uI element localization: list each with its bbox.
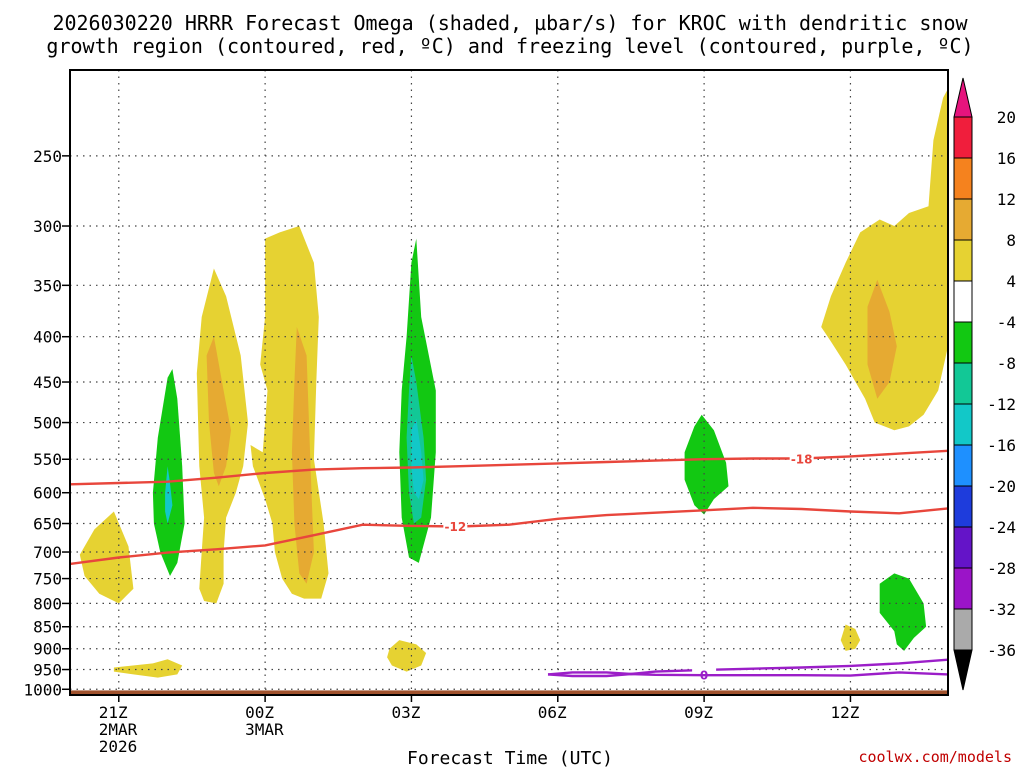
colorbar-swatch — [953, 485, 973, 528]
omega-region-7 — [291, 327, 314, 584]
y-tick-label: 1000 — [23, 680, 62, 699]
y-tick-label: 300 — [33, 217, 62, 236]
y-tick-label: 700 — [33, 543, 62, 562]
omega-region-13 — [840, 624, 861, 651]
x-tick-label: 09Z — [684, 703, 713, 722]
omega-region-2 — [152, 369, 185, 576]
colorbar-swatch — [953, 567, 973, 610]
colorbar-swatch — [953, 198, 973, 241]
colorbar-label: -12 — [987, 395, 1016, 414]
colorbar-top-arrow — [953, 77, 973, 118]
x-tick-label: 21Z — [99, 703, 128, 722]
y-tick-label: 600 — [33, 484, 62, 503]
colorbar-label: -8 — [997, 354, 1016, 373]
y-tick-label: 550 — [33, 450, 62, 469]
omega-region-5 — [206, 336, 231, 487]
plot-area: -18-120 — [70, 70, 948, 695]
colorbar-label: 16 — [997, 149, 1016, 168]
omega-region-14 — [879, 573, 927, 651]
colorbar-label: 8 — [1006, 231, 1016, 250]
colorbar-label: -32 — [987, 600, 1016, 619]
isotherm-label-bg — [692, 666, 717, 682]
x-tick-label: 12Z — [830, 703, 859, 722]
x-tick-label: 06Z — [538, 703, 567, 722]
colorbar-swatch — [953, 608, 973, 651]
isotherm-line-3 — [547, 671, 948, 678]
y-tick-label: 750 — [33, 570, 62, 589]
omega-region-11 — [411, 418, 424, 500]
isotherm-label: -12 — [445, 520, 467, 534]
y-tick-label: 800 — [33, 594, 62, 613]
credit-link[interactable]: coolwx.com/models — [858, 748, 1012, 766]
x-tick-label: 3MAR — [245, 720, 284, 739]
x-tick-label: 2MAR — [99, 720, 138, 739]
colorbar-legend: 20 16 12 8 4 -4 -8 -12 -16 -20 -24 -28 -32 -36 — [953, 77, 1016, 691]
colorbar-label: -36 — [987, 641, 1016, 660]
omega-region-15 — [821, 88, 948, 431]
colorbar-label: 4 — [1006, 272, 1016, 291]
y-tick-label: 900 — [33, 640, 62, 659]
colorbar-swatch — [953, 116, 973, 159]
omega-region-6 — [250, 226, 329, 599]
isotherm-label: -18 — [791, 453, 813, 467]
y-tick-label: 400 — [33, 328, 62, 347]
y-tick-label: 950 — [33, 661, 62, 680]
chart-title-line2: growth region (contoured, red, ºC) and f… — [46, 34, 973, 58]
colorbar-label: -4 — [997, 313, 1016, 332]
colorbar-label: -20 — [987, 477, 1016, 496]
colorbar-label: -28 — [987, 559, 1016, 578]
omega-region-12 — [684, 414, 729, 515]
colorbar-swatch — [953, 362, 973, 405]
colorbar-swatch — [953, 321, 973, 364]
isotherm-label-bg — [789, 450, 814, 466]
y-tick-label: 450 — [33, 373, 62, 392]
colorbar-swatch — [953, 280, 973, 323]
y-axis: 250 300 350 400 450 500 550 600 650 700 750 800 850 9… — [23, 147, 70, 699]
colorbar-label: 20 — [997, 108, 1016, 127]
colorbar-swatch — [953, 526, 973, 569]
y-tick-label: 250 — [33, 147, 62, 166]
colorbar-swatch — [953, 239, 973, 282]
isotherm-label-bg — [443, 517, 468, 533]
grid — [70, 70, 948, 695]
omega-region-16 — [867, 279, 897, 399]
chart-title-line1: 2026030220 HRRR Forecast Omega (shaded, … — [52, 11, 968, 35]
x-tick-label: 2026 — [99, 737, 138, 756]
y-tick-label: 850 — [33, 618, 62, 637]
omega-region-8 — [387, 640, 427, 672]
x-tick-label: 00Z — [245, 703, 274, 722]
terrain-band — [70, 690, 948, 695]
y-tick-label: 650 — [33, 515, 62, 534]
colorbar-swatch — [953, 157, 973, 200]
omega-region-0 — [79, 511, 134, 604]
colorbar-bottom-arrow — [953, 649, 973, 691]
x-tick-label: 03Z — [391, 703, 420, 722]
plot-content: -18-120 — [70, 70, 948, 695]
colorbar-label: -24 — [987, 518, 1016, 537]
colorbar-swatch — [953, 444, 973, 487]
colorbar-label: 12 — [997, 190, 1016, 209]
y-tick-label: 350 — [33, 276, 62, 295]
omega-region-1 — [113, 659, 183, 678]
colorbar-label: -16 — [987, 436, 1016, 455]
colorbar-swatch — [953, 403, 973, 446]
isotherm-line-1 — [70, 506, 948, 566]
x-axis-title: Forecast Time (UTC) — [407, 748, 613, 768]
y-tick-label: 500 — [33, 414, 62, 433]
